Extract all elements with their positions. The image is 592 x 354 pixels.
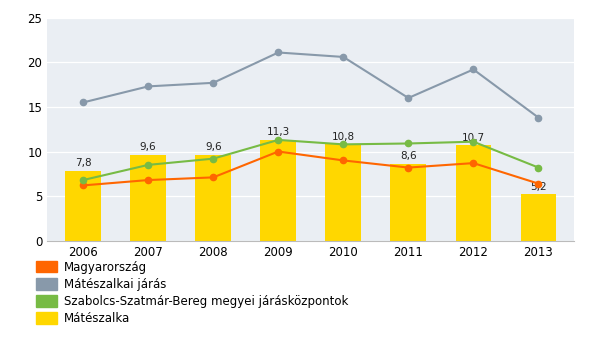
Text: 8,6: 8,6 — [400, 151, 417, 161]
Bar — [130, 155, 166, 241]
Text: 10,7: 10,7 — [462, 133, 485, 143]
Bar — [65, 171, 101, 241]
Text: 9,6: 9,6 — [205, 142, 221, 153]
Legend: Magyarország, Mátészalkai járás, Szabolcs-Szatmár-Bereg megyei járásközpontok, M: Magyarország, Mátészalkai járás, Szabolc… — [36, 261, 348, 325]
Bar — [520, 194, 556, 241]
Bar — [391, 164, 426, 241]
Text: 10,8: 10,8 — [332, 132, 355, 142]
Bar — [455, 145, 491, 241]
Bar — [260, 140, 296, 241]
Text: 9,6: 9,6 — [140, 142, 156, 153]
Text: 7,8: 7,8 — [75, 159, 91, 169]
Bar — [326, 144, 361, 241]
Text: 11,3: 11,3 — [266, 127, 290, 137]
Bar — [195, 155, 231, 241]
Text: 5,2: 5,2 — [530, 182, 547, 192]
